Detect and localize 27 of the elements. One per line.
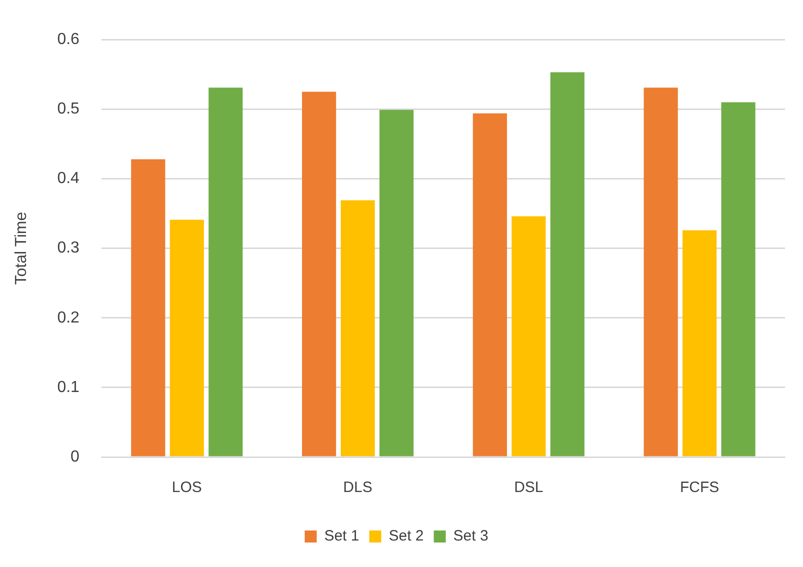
bar (682, 230, 717, 456)
bar (208, 88, 243, 456)
bar (472, 113, 507, 456)
x-tick-label: FCFS (680, 479, 720, 496)
y-tick-label: 0.4 (57, 170, 80, 188)
y-tick-label: 0.6 (57, 31, 80, 48)
y-axis-title: Total Time (13, 212, 30, 285)
legend-label: Set 3 (453, 528, 488, 545)
bar (379, 110, 414, 456)
bar (721, 102, 756, 456)
x-tick-label: DLS (343, 479, 372, 496)
bar (550, 72, 584, 456)
y-tick-label: 0 (70, 448, 80, 466)
bar (644, 88, 678, 456)
legend-label: Set 2 (388, 528, 424, 545)
legend-label: Set 1 (324, 528, 360, 545)
bar (170, 220, 204, 456)
y-tick-label: 0.5 (57, 100, 80, 118)
x-tick-label: LOS (172, 479, 202, 496)
bar (340, 200, 375, 456)
bar (512, 216, 546, 456)
y-tick-label: 0.2 (57, 309, 80, 326)
bar (131, 159, 166, 456)
bar (302, 92, 336, 456)
y-tick-label: 0.3 (57, 240, 80, 257)
x-tick-label: DSL (514, 479, 544, 496)
y-tick-label: 0.1 (57, 378, 80, 396)
